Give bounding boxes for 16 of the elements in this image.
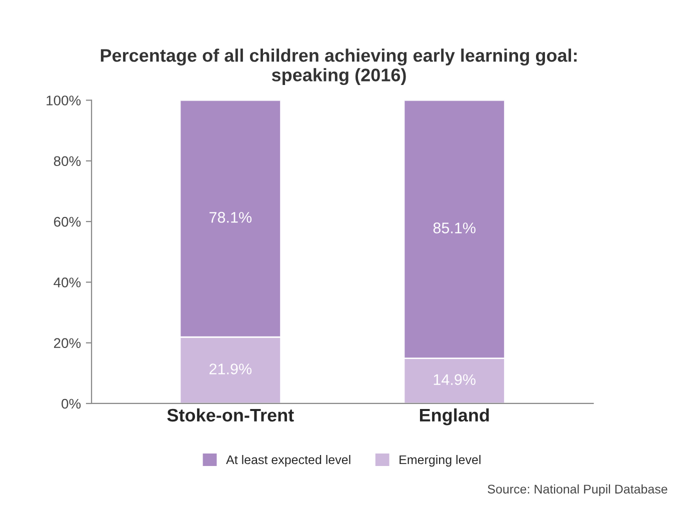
data-label: 78.1% bbox=[210, 212, 252, 223]
chart-title: Percentage of all children achieving early learning goal: speaking (2016) bbox=[100, 48, 577, 86]
data-label: 21.9% bbox=[210, 364, 252, 374]
y-tick-label: 80% bbox=[54, 156, 81, 166]
legend-label: At least expected level bbox=[226, 454, 350, 467]
source-note: Source: National Pupil Database bbox=[488, 484, 668, 496]
y-tick-label: 100% bbox=[46, 96, 81, 106]
y-tick-label: 20% bbox=[54, 338, 81, 348]
x-tick-label: Stoke-on-Trent bbox=[167, 408, 294, 422]
legend-label: Emerging level bbox=[400, 454, 480, 467]
y-tick-label: 0% bbox=[62, 398, 81, 409]
y-tick-label: 40% bbox=[54, 278, 81, 288]
data-label: 85.1% bbox=[433, 222, 476, 234]
data-label: 14.9% bbox=[434, 374, 476, 385]
x-tick-label: England bbox=[420, 408, 489, 426]
y-tick-label: 60% bbox=[54, 216, 81, 227]
